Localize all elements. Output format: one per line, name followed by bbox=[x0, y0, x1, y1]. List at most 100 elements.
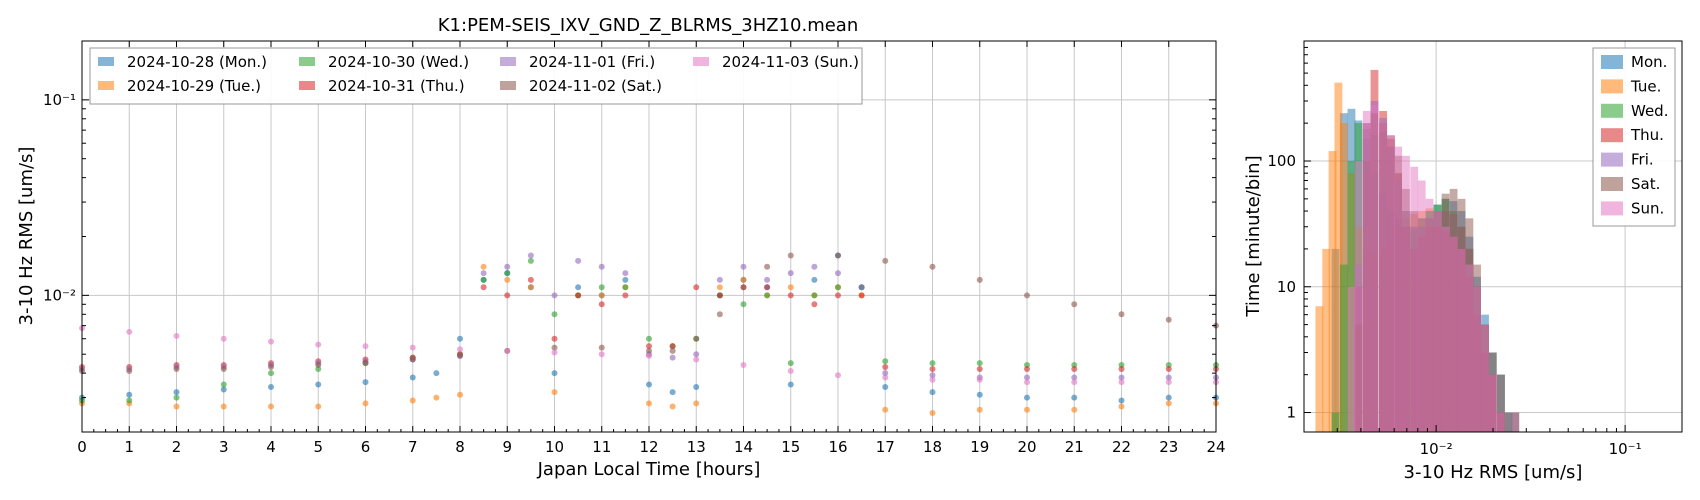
data-point bbox=[976, 376, 983, 383]
legend-item: Fri. bbox=[1601, 151, 1654, 169]
data-point bbox=[622, 292, 629, 299]
data-point bbox=[1165, 400, 1172, 407]
data-point bbox=[551, 370, 558, 377]
data-point bbox=[173, 394, 180, 401]
data-point bbox=[409, 356, 416, 363]
data-point bbox=[1024, 366, 1030, 373]
data-point bbox=[1118, 311, 1125, 318]
data-point bbox=[811, 301, 818, 308]
data-point bbox=[693, 284, 700, 291]
data-point bbox=[882, 257, 889, 264]
data-point bbox=[126, 328, 133, 335]
data-point bbox=[669, 389, 676, 396]
data-point bbox=[1118, 403, 1125, 410]
data-point bbox=[504, 276, 511, 283]
data-point bbox=[976, 276, 983, 283]
legend-label: Sat. bbox=[1631, 175, 1660, 193]
data-point bbox=[976, 366, 983, 373]
data-point bbox=[882, 358, 889, 365]
data-point bbox=[1024, 406, 1030, 413]
data-point bbox=[527, 276, 534, 283]
data-point bbox=[527, 257, 534, 264]
data-point bbox=[315, 403, 322, 410]
scatter-y-label: 3-10 Hz RMS [um/s] bbox=[16, 147, 37, 326]
histogram-x-label: 3-10 Hz RMS [um/s] bbox=[1404, 462, 1583, 483]
data-point bbox=[551, 335, 558, 342]
data-point bbox=[220, 335, 227, 342]
legend-label: Fri. bbox=[1631, 151, 1654, 169]
histogram-bar bbox=[1433, 211, 1442, 432]
histogram-bar bbox=[1347, 286, 1356, 432]
histogram-bar bbox=[1511, 412, 1520, 432]
data-point bbox=[504, 292, 511, 299]
legend-label: 2024-11-02 (Sat.) bbox=[529, 77, 662, 95]
data-point bbox=[315, 362, 322, 369]
x-tick-label: 17 bbox=[876, 438, 895, 456]
histogram-bar bbox=[1465, 264, 1474, 432]
data-point bbox=[1071, 374, 1078, 381]
data-point bbox=[598, 301, 605, 308]
data-point bbox=[575, 284, 582, 291]
data-point bbox=[220, 403, 227, 410]
data-point bbox=[598, 284, 605, 291]
data-point bbox=[433, 394, 440, 401]
data-point bbox=[669, 343, 676, 350]
data-point bbox=[882, 370, 889, 377]
data-point bbox=[882, 374, 889, 381]
data-point bbox=[433, 370, 440, 377]
legend-item: 2024-10-29 (Tue.) bbox=[98, 77, 261, 95]
legend-item: 2024-10-30 (Wed.) bbox=[299, 53, 469, 71]
data-point bbox=[268, 364, 274, 371]
data-point bbox=[716, 292, 723, 299]
scatter-y-axis: 10⁻² 10⁻¹ bbox=[43, 91, 1216, 433]
scatter-chart: 0 1 2 3 4 5 6 7 8 9 10 11 12 13 14 15 16 17 18 19 20 21 22 23 24… bbox=[16, 40, 1226, 480]
data-point bbox=[976, 360, 983, 367]
legend-item: Sun. bbox=[1601, 199, 1664, 217]
x-tick-label: 24 bbox=[1206, 438, 1225, 456]
data-point bbox=[858, 292, 865, 299]
x-tick-label: 0 bbox=[77, 438, 87, 456]
data-point bbox=[1118, 397, 1125, 404]
histogram-chart: 10⁻² 10⁻¹ 1 10 100 3-10 Hz RMS [um/s] Time … bbox=[1243, 40, 1683, 483]
histogram-bar bbox=[1425, 198, 1434, 432]
data-point bbox=[1165, 394, 1172, 401]
legend-label: Sun. bbox=[1631, 199, 1664, 217]
legend-item: Wed. bbox=[1601, 102, 1668, 120]
data-point bbox=[575, 257, 582, 264]
series-sun bbox=[79, 325, 1219, 386]
x-tick-label: 2 bbox=[172, 438, 182, 456]
legend-item: 2024-10-31 (Thu.) bbox=[299, 77, 465, 95]
histogram-bar bbox=[1322, 248, 1331, 432]
data-point bbox=[362, 400, 369, 407]
histogram-bar bbox=[1417, 180, 1426, 432]
data-point bbox=[669, 354, 676, 361]
histogram-bars bbox=[1315, 69, 1520, 433]
series-tue bbox=[79, 263, 1219, 417]
x-tick-label: 10 bbox=[545, 438, 564, 456]
data-point bbox=[551, 349, 558, 356]
x-tick-label: 13 bbox=[687, 438, 706, 456]
data-point bbox=[409, 374, 416, 381]
legend-item: 2024-11-03 (Sun.) bbox=[693, 53, 859, 71]
legend-item: Sat. bbox=[1601, 175, 1660, 193]
data-point bbox=[551, 389, 558, 396]
histogram-bar bbox=[1488, 374, 1497, 432]
series-sat bbox=[79, 252, 1219, 375]
data-point bbox=[716, 284, 723, 291]
data-point bbox=[929, 360, 936, 367]
data-point bbox=[764, 292, 771, 299]
histogram-bar bbox=[1410, 166, 1419, 433]
legend-label: Thu. bbox=[1630, 126, 1664, 144]
legend-label: 2024-11-03 (Sun.) bbox=[722, 53, 859, 71]
histogram-bar bbox=[1354, 161, 1363, 432]
data-point bbox=[929, 366, 936, 373]
data-point bbox=[693, 356, 700, 363]
data-point bbox=[835, 292, 841, 299]
data-point bbox=[929, 372, 936, 379]
legend-label: Tue. bbox=[1630, 77, 1661, 95]
data-point bbox=[1118, 374, 1125, 381]
legend-label: 2024-10-29 (Tue.) bbox=[127, 77, 261, 95]
histogram-bar bbox=[1334, 82, 1343, 433]
data-point bbox=[764, 276, 771, 283]
